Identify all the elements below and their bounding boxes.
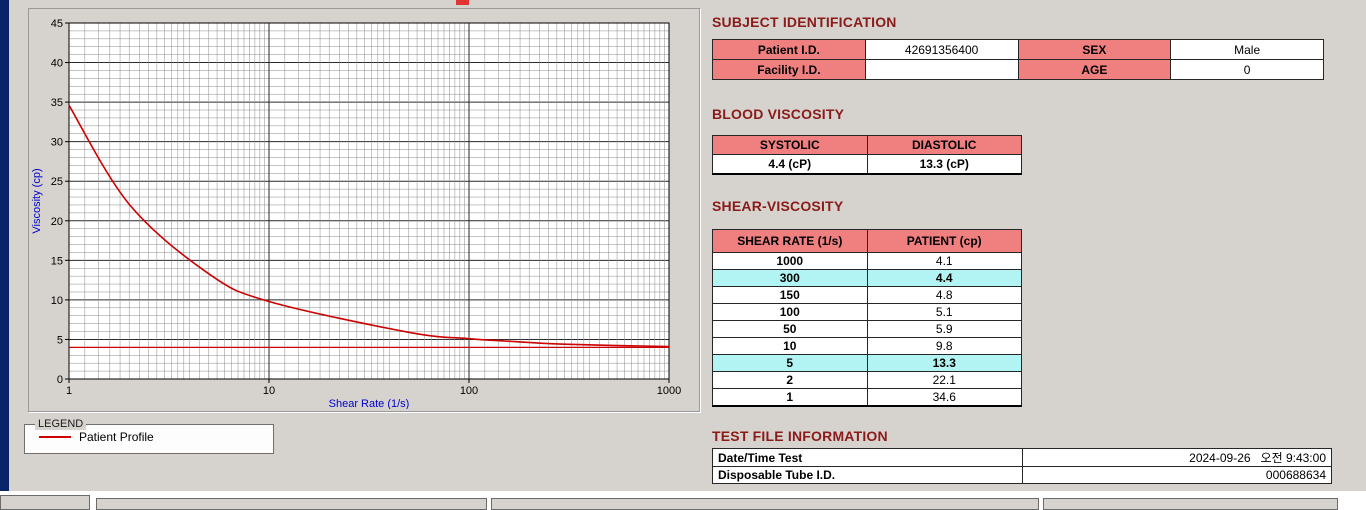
shear-rate-cell: 300 [712,269,868,287]
shear-column-header: PATIENT (cp) [866,229,1022,253]
shear-table-row: 1 34.6 [712,388,1022,407]
subject-label-cell: AGE [1017,59,1172,80]
patient-viscosity-cell: 4.1 [866,252,1022,270]
test-info-value: 2024-09-26 오전 9:43:00 [1021,448,1332,467]
shear-rate-cell: 1 [712,388,868,407]
x-axis-title: Shear Rate (1/s) [329,398,410,409]
blood-header-row: SYSTOLIC DIASTOLIC [712,135,1022,155]
legend-item-label: Patient Profile [79,430,154,444]
subject-value-cell: 0 [1170,59,1324,80]
test-file-information-heading: TEST FILE INFORMATION [712,428,888,444]
x-tick-label: 1000 [657,385,681,397]
blood-column-header: SYSTOLIC [712,135,868,155]
blood-viscosity-table: SYSTOLIC DIASTOLIC 4.4 (cP) 13.3 (cP) [712,135,1022,175]
x-tick-label: 100 [460,385,478,397]
legend-title: LEGEND [35,418,87,430]
shear-rate-cell: 150 [712,286,868,304]
patient-profile-curve [68,104,670,348]
patient-viscosity-cell: 5.1 [866,303,1022,321]
test-info-value: 000688634 [1021,466,1332,484]
shear-rate-cell: 100 [712,303,868,321]
shear-rate-cell: 2 [712,371,868,389]
shear-column-header: SHEAR RATE (1/s) [712,229,868,253]
blood-value-cell: 13.3 (cP) [866,154,1022,175]
y-tick-label: 10 [51,295,63,307]
shear-table-row: 1000 4.1 [712,252,1022,270]
shear-table-row: 2 22.1 [712,371,1022,389]
patient-profile-line-icon [39,436,71,438]
y-tick-label: 0 [57,374,63,386]
patient-viscosity-cell: 4.8 [866,286,1022,304]
x-tick-label: 1 [66,385,72,397]
patient-viscosity-cell: 9.8 [866,337,1022,355]
subject-label-cell: Patient I.D. [712,39,866,60]
y-tick-label: 15 [51,255,63,267]
shear-viscosity-heading: SHEAR-VISCOSITY [712,198,844,214]
patient-viscosity-cell: 4.4 [866,269,1022,287]
y-tick-label: 5 [57,334,63,346]
shear-table-row: 150 4.8 [712,286,1022,304]
y-tick-label: 20 [51,216,63,228]
subject-value-cell: 42691356400 [864,39,1019,60]
background-window-fragment[interactable] [491,498,1039,510]
patient-viscosity-cell: 22.1 [866,371,1022,389]
subject-identification-section: SUBJECT IDENTIFICATION Patient I.D. 42691… [712,14,1324,80]
left-edge-window-strip [0,0,9,491]
background-window-fragment[interactable] [96,498,487,510]
y-axis-title: Viscosity (cp) [31,168,43,233]
y-tick-label: 45 [51,18,63,30]
test-info-label: Disposable Tube I.D. [712,466,1023,484]
shear-table-row: 10 9.8 [712,337,1022,355]
shear-rate-cell: 1000 [712,252,868,270]
background-window-fragment[interactable] [1043,498,1338,510]
subject-table-row: Facility I.D. AGE 0 [712,59,1324,80]
y-tick-label: 40 [51,58,63,70]
plot-frame [68,22,670,380]
shear-viscosity-chart: 0 5 10 15 20 25 30 35 40 45 1 10 100 1000 Shear Rate (… [31,18,681,409]
plot-area [69,23,669,379]
shear-header-row: SHEAR RATE (1/s) PATIENT (cp) [712,229,1022,253]
subject-identification-table: Patient I.D. 42691356400 SEX Male Facility I… [712,39,1324,80]
legend-item: Patient Profile [33,428,265,446]
shear-table-row: 100 5.1 [712,303,1022,321]
patient-viscosity-cell: 5.9 [866,320,1022,338]
blood-column-header: DIASTOLIC [866,135,1022,155]
test-info-row: Disposable Tube I.D. 000688634 [712,466,1332,484]
test-info-row: Date/Time Test 2024-09-26 오전 9:43:00 [712,448,1332,467]
subject-value-cell [864,59,1019,80]
blood-viscosity-heading: BLOOD VISCOSITY [712,106,845,122]
y-tick-label: 25 [51,176,63,188]
subject-table-row: Patient I.D. 42691356400 SEX Male [712,39,1324,60]
blood-value-row: 4.4 (cP) 13.3 (cP) [712,154,1022,175]
y-tick-label: 35 [51,97,63,109]
chart-legend-box: LEGEND Patient Profile [24,418,274,454]
test-file-information-table: Date/Time Test 2024-09-26 오전 9:43:00 Dispo… [712,448,1332,484]
shear-table-row: 5 13.3 [712,354,1022,372]
patient-viscosity-cell: 34.6 [866,388,1022,407]
shear-table-row: 300 4.4 [712,269,1022,287]
shear-rate-cell: 5 [712,354,868,372]
x-tick-label: 10 [263,385,275,397]
shear-rate-cell: 50 [712,320,868,338]
blood-viscosity-section: BLOOD VISCOSITY SYSTOLIC DIASTOLIC 4.4 (c… [712,106,1022,175]
blood-value-cell: 4.4 (cP) [712,154,868,175]
test-file-information-section: TEST FILE INFORMATION Date/Time Test 2024… [712,428,1332,484]
subject-label-cell: SEX [1017,39,1172,60]
shear-rate-cell: 10 [712,337,868,355]
y-tick-label: 30 [51,137,63,149]
shear-viscosity-section: SHEAR-VISCOSITY SHEAR RATE (1/s) PATIENT … [712,198,1022,407]
subject-value-cell: Male [1170,39,1324,60]
patient-viscosity-cell: 13.3 [866,354,1022,372]
shear-table-row: 50 5.9 [712,320,1022,338]
subject-label-cell: Facility I.D. [712,59,866,80]
viscosity-chart-panel: 0 5 10 15 20 25 30 35 40 45 1 10 100 1000 Shear Rate (… [28,8,700,412]
shear-viscosity-table: SHEAR RATE (1/s) PATIENT (cp) 1000 4.1 300 4… [712,229,1022,407]
background-close-button-fragment[interactable] [456,0,469,5]
test-info-label: Date/Time Test [712,448,1023,467]
subject-identification-heading: SUBJECT IDENTIFICATION [712,14,897,30]
